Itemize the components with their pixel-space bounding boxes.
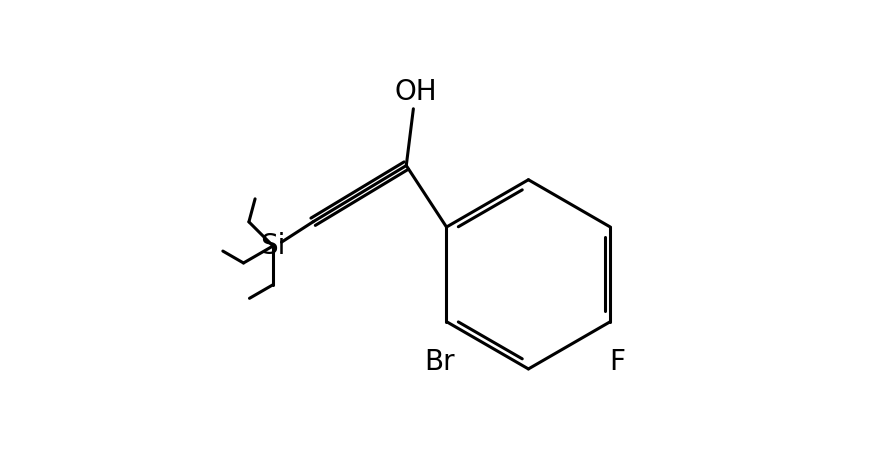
Text: F: F (609, 348, 625, 376)
Text: Br: Br (424, 348, 454, 376)
Text: OH: OH (394, 79, 437, 106)
Text: Si: Si (261, 232, 286, 260)
